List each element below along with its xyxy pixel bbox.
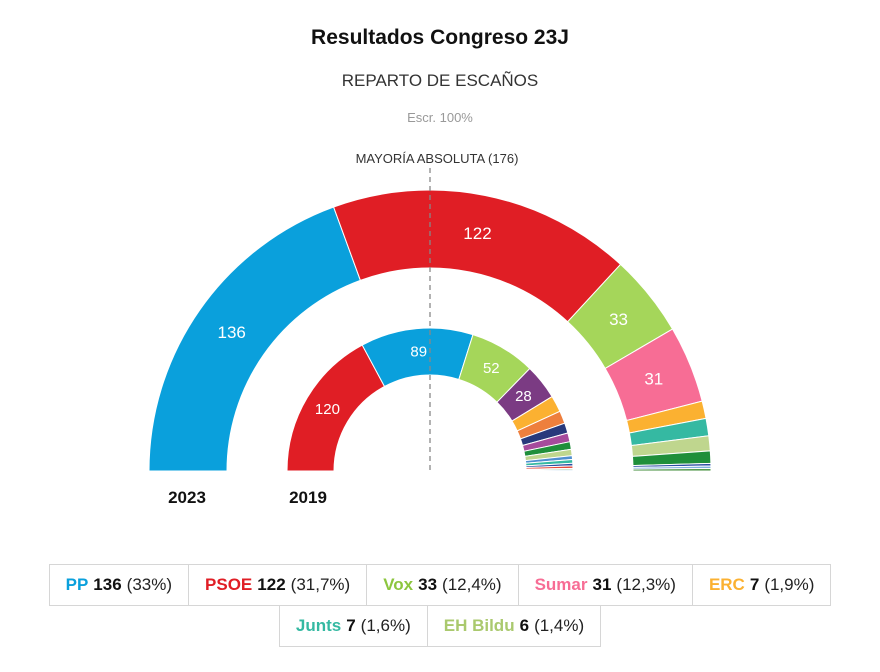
legend-item-eh-bildu: EH Bildu 6 (1,4%) [426, 605, 602, 647]
legend-party-name: Vox [383, 575, 414, 594]
legend-party-name: PSOE [205, 575, 253, 594]
majority-label: MAYORÍA ABSOLUTA (176) [356, 151, 519, 166]
seat-segment-2023-2 [332, 189, 622, 323]
legend-item-junts: Junts 7 (1,6%) [278, 605, 428, 647]
ring-2023: 136 122 33 31 [148, 189, 712, 472]
chart-subtitle: REPARTO DE ESCAÑOS [341, 71, 539, 90]
chart-title: Resultados Congreso 23J [311, 26, 569, 49]
legend-row-2: Junts 7 (1,6%) EH Bildu 6 (1,4%) [0, 605, 880, 647]
legend-pct: (1,6%) [360, 616, 411, 635]
legend-party-name: ERC [708, 575, 745, 594]
legend-party-name: PP [65, 575, 89, 594]
legend-pct: (1,9%) [764, 575, 815, 594]
legend-seats: 7 [749, 575, 760, 594]
seat-label-2019-1: 120 [315, 401, 340, 418]
legend-item-psoe: PSOE 122 (31,7%) [188, 564, 368, 606]
legend-pct: (1,4%) [534, 616, 585, 635]
seat-label-2023-3: 33 [609, 310, 628, 329]
seat-segment-2019-16 [525, 469, 574, 472]
ring-label-2019: 2019 [289, 488, 327, 507]
legend-seats: 33 [418, 575, 438, 594]
legend-seats: 7 [346, 616, 356, 635]
legend-item-vox: Vox 33 (12,4%) [366, 564, 519, 606]
legend-pct: (12,3%) [616, 575, 676, 594]
legend-item-sumar: Sumar 31 (12,3%) [517, 564, 693, 606]
legend-item-pp: PP 136 (33%) [48, 564, 190, 606]
legend-seats: 136 [93, 575, 122, 594]
legend-party-name: EH Bildu [443, 616, 515, 635]
ring-label-2023: 2023 [168, 488, 206, 507]
seat-label-2023-2: 122 [463, 224, 491, 243]
ring-2019: 120 89 52 28 [286, 327, 574, 472]
parliament-chart: 136 122 33 31 120 89 52 28 MAYORÍA ABSOLUTA (1… [148, 151, 712, 507]
seat-label-2019-4: 28 [515, 388, 532, 405]
legend-seats: 31 [592, 575, 612, 594]
legend-row-1: PP 136 (33%) PSOE 122 (31,7%) Vox 33 (12… [0, 564, 880, 606]
seat-segment-2023-11 [632, 467, 712, 472]
legend-party-name: Junts [295, 616, 342, 635]
seat-label-2023-1: 136 [218, 323, 246, 342]
legend-seats: 6 [519, 616, 530, 635]
scrutiny-note: Escr. 100% [407, 110, 473, 125]
legend-party-name: Sumar [534, 575, 588, 594]
legend-pct: (31,7%) [290, 575, 351, 594]
seat-label-2019-3: 52 [483, 360, 500, 377]
legend-item-erc: ERC 7 (1,9%) [691, 564, 832, 606]
legend-pct: (12,4%) [442, 575, 502, 594]
legend-seats: 122 [257, 575, 286, 594]
seat-label-2023-4: 31 [644, 369, 663, 388]
seat-label-2019-2: 89 [410, 344, 427, 361]
legend: PP 136 (33%) PSOE 122 (31,7%) Vox 33 (12… [0, 564, 880, 647]
legend-pct: (33%) [126, 575, 173, 594]
